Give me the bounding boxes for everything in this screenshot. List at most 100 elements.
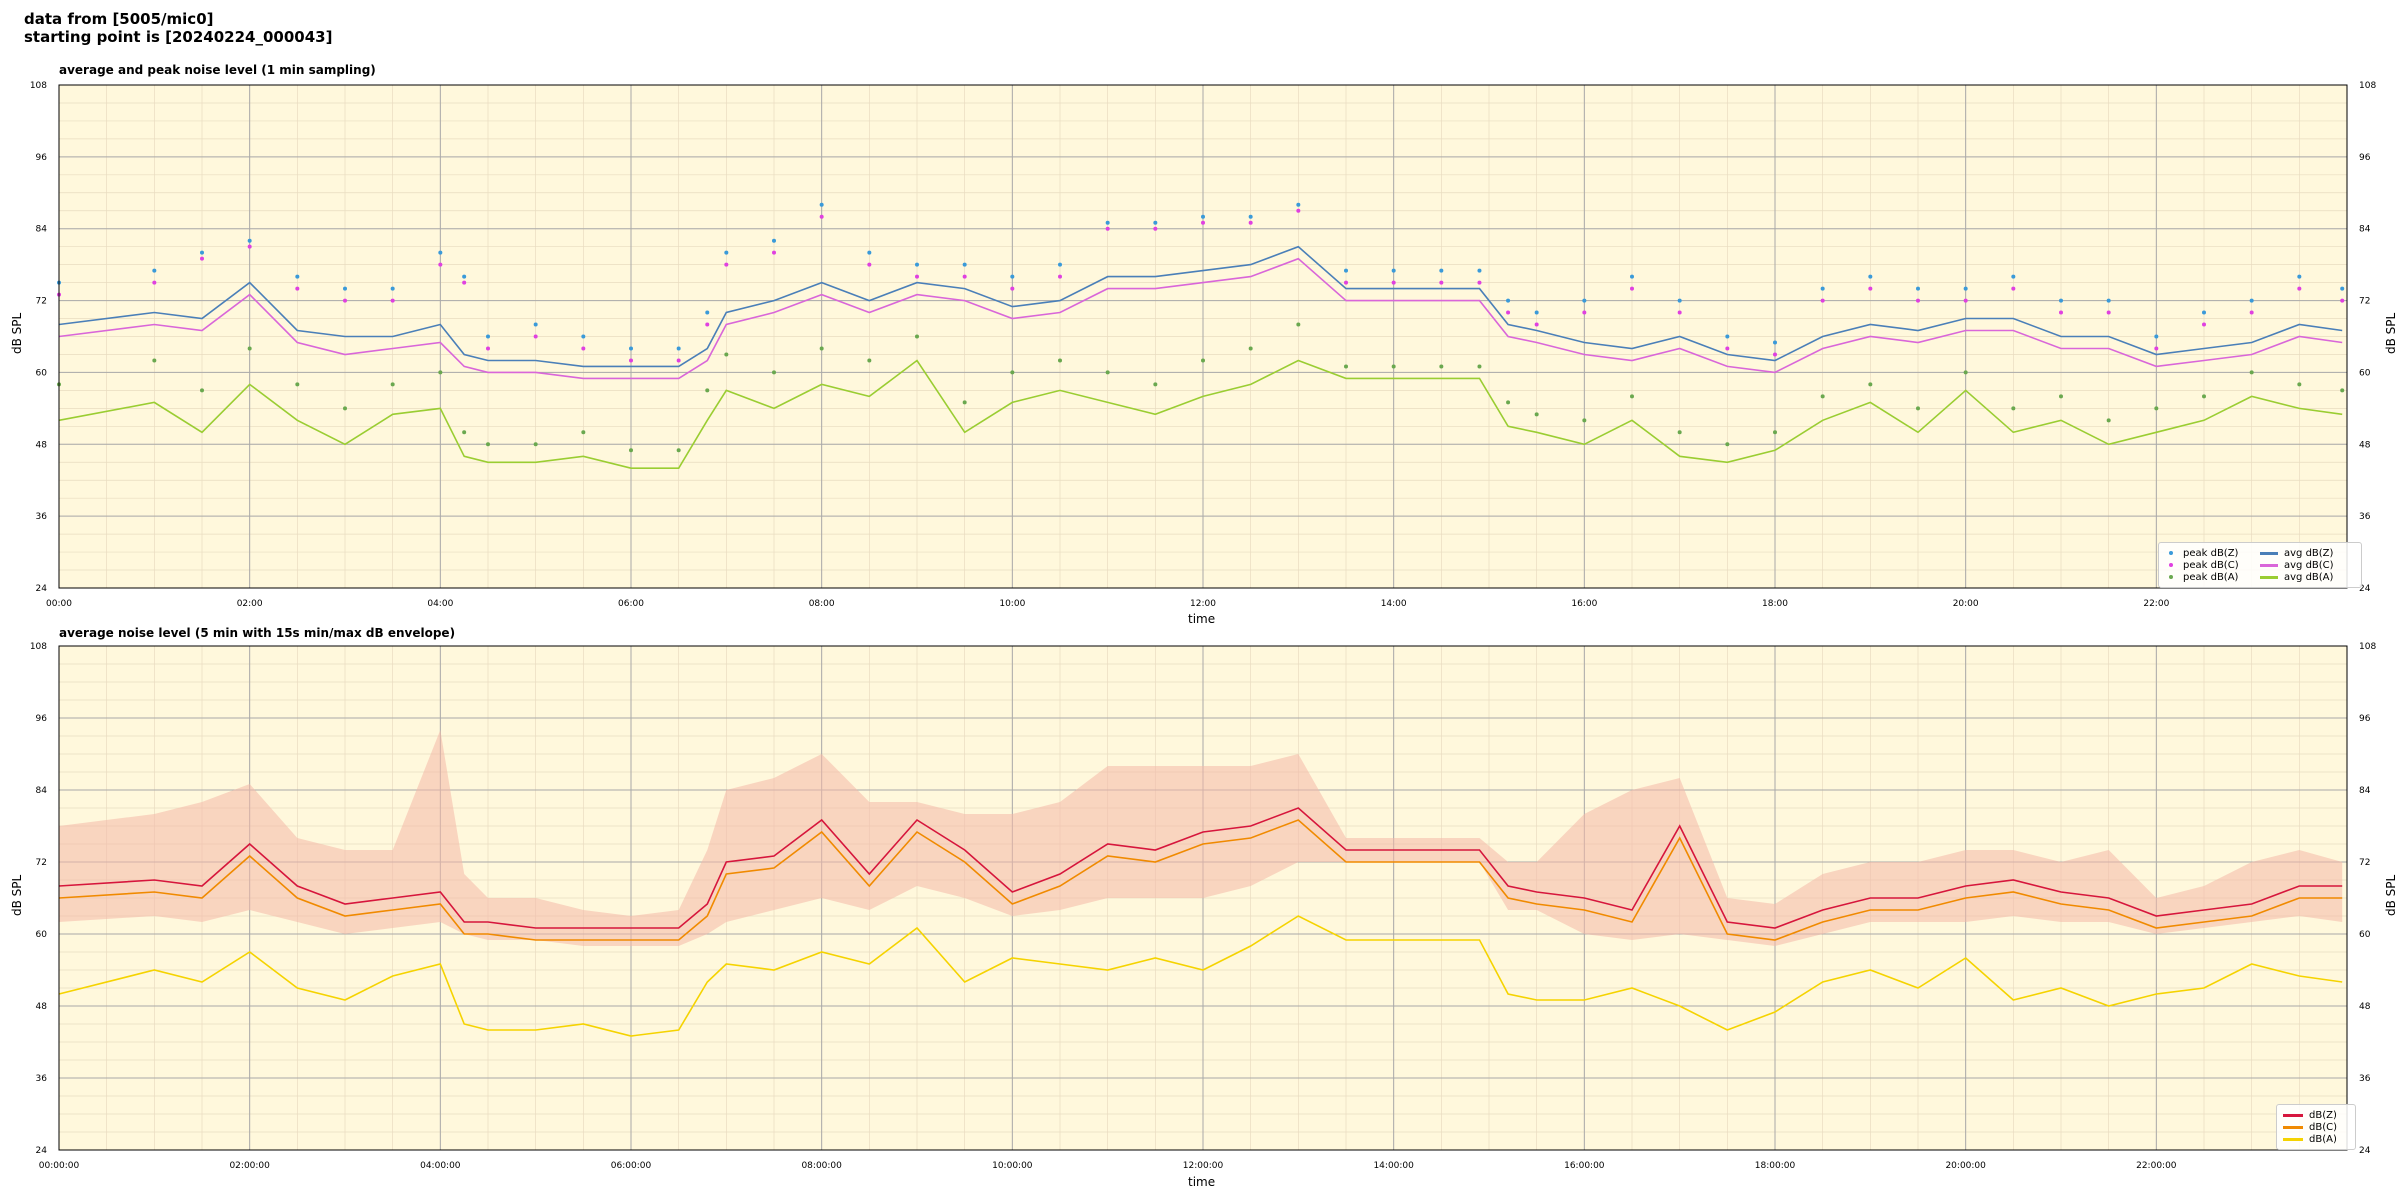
chart2-frame: [58, 645, 2348, 1151]
chart2-xtick-label: 16:00:00: [1564, 1161, 1605, 1171]
chart1-series-peak-db-c-point: [1534, 322, 1539, 327]
chart2-ytick-label-right: 72: [2359, 858, 2370, 868]
chart2-series-db-c-line: [58, 819, 2343, 941]
chart1-xlabel: time: [1188, 612, 1216, 626]
chart1-series-peak-db-a-point: [1010, 370, 1015, 375]
chart2-ytick-label: 108: [30, 642, 47, 652]
legend-line: [2283, 1113, 2303, 1117]
chart2-legend: dB(Z) dB(C) dB(A): [2276, 1104, 2356, 1150]
chart1-series-peak-db-c-point: [2297, 286, 2302, 291]
chart1-series-peak-db-c-point: [915, 274, 919, 279]
legend-label: dB(C): [2309, 1121, 2337, 1133]
chart1-series-peak-db-c-point: [1477, 280, 1482, 285]
legend-avg-c: avg dB(C): [2260, 559, 2355, 571]
chart1-series-peak-db-c-point: [1153, 226, 1158, 231]
chart2-xtick-label: 02:00:00: [229, 1161, 270, 1171]
chart1-series-peak-db-c-point: [629, 358, 633, 363]
chart1-series-peak-db-z-point: [915, 262, 919, 267]
chart1-xtick-label: 16:00: [1571, 599, 1597, 609]
chart1-series-peak-db-z-point: [200, 250, 204, 255]
chart1-series-peak-db-c-point: [1630, 286, 1634, 291]
chart1-series-peak-db-c-point: [2202, 322, 2206, 327]
chart1-series-peak-db-z-point: [390, 286, 395, 291]
chart1-series-peak-db-c-point: [1296, 208, 1301, 213]
chart1-series-peak-db-a-point: [1477, 364, 1482, 369]
chart1-series-peak-db-z-point: [1582, 298, 1587, 303]
chart1-series-peak-db-c-point: [1868, 286, 1873, 291]
legend-label: peak dB(Z): [2183, 547, 2239, 559]
chart1-ytick-label: 96: [36, 153, 48, 163]
legend-dbc: dB(C): [2283, 1121, 2349, 1133]
header-source: data from [5005/mic0]: [24, 10, 214, 28]
chart1-series-peak-db-a-point: [2340, 388, 2345, 393]
chart1-series-peak-db-c-point: [1391, 280, 1396, 285]
legend-line: [2260, 551, 2278, 555]
chart1-series-peak-db-z-point: [1477, 268, 1482, 273]
chart1-ytick-label-right: 36: [2359, 512, 2371, 522]
chart1-series-peak-db-c-point: [1105, 226, 1110, 231]
chart1-ytick-label-right: 72: [2359, 297, 2370, 307]
chart1-series-peak-db-z-point: [962, 262, 967, 267]
chart1-series-peak-db-a-point: [581, 430, 586, 435]
chart1-series-peak-db-a-point: [1153, 382, 1158, 387]
chart1-ytick-label: 84: [36, 225, 48, 235]
chart1-series-peak-db-c-point: [2059, 310, 2063, 315]
chart1-series-peak-db-z-point: [1630, 274, 1634, 279]
chart1-series-peak-db-z-point: [705, 310, 710, 315]
chart2-title: average noise level (5 min with 15s min/…: [59, 626, 456, 640]
chart1-series-peak-db-a-point: [1725, 442, 1730, 447]
chart1-series-peak-db-z-point: [581, 334, 586, 339]
chart1-series-peak-db-a-point: [1439, 364, 1444, 369]
chart1-ytick-label-right: 60: [2359, 368, 2371, 378]
chart1-ytick-label: 48: [36, 440, 48, 450]
chart1-xtick-label: 10:00: [999, 599, 1025, 609]
chart1-series-peak-db-z-point: [152, 268, 157, 273]
chart1-series-peak-db-z-point: [819, 202, 824, 207]
chart1-series-peak-db-a-point: [1391, 364, 1396, 369]
chart1-series-peak-db-a-point: [1582, 418, 1587, 423]
chart1-xtick-label: 08:00: [809, 599, 835, 609]
chart1-series-peak-db-c-point: [676, 358, 681, 363]
page-header: data from [5005/mic0] starting point is …: [24, 10, 332, 46]
chart1-xtick-label: 12:00: [1190, 599, 1216, 609]
chart1-series-peak-db-z-point: [1153, 220, 1158, 225]
chart1-series-peak-db-c-point: [1677, 310, 1682, 315]
chart1-series-peak-db-z-point: [2297, 274, 2302, 279]
chart1-series-peak-db-c-point: [2154, 346, 2159, 351]
chart2-xtick-label: 12:00:00: [1183, 1161, 1224, 1171]
chart1-series-peak-db-c-point: [1506, 310, 1511, 315]
chart2-xtick-label: 04:00:00: [420, 1161, 461, 1171]
chart2-envelope-band: [59, 730, 2343, 946]
chart1-series-peak-db-z-point: [2340, 286, 2345, 291]
chart1-series-peak-db-z-point: [2202, 310, 2206, 315]
legend-avg-z: avg dB(Z): [2260, 547, 2355, 559]
chart1-series-peak-db-c-point: [2249, 310, 2254, 315]
chart1-series-peak-db-z-point: [1248, 214, 1253, 219]
chart1-series-peak-db-a-point: [486, 442, 490, 447]
chart1-series-peak-db-z-point: [1201, 214, 1205, 219]
chart2-ytick-label: 36: [36, 1074, 48, 1084]
chart1-series-peak-db-z-point: [247, 238, 252, 243]
chart1-xtick-label: 04:00: [427, 599, 453, 609]
chart1-series-peak-db-z-point: [486, 334, 490, 339]
chart2-ytick-label: 72: [36, 858, 47, 868]
chart1-series-peak-db-a-point: [2202, 394, 2206, 399]
chart1-series-peak-db-z-point: [1296, 202, 1301, 207]
chart1-xtick-label: 20:00: [1953, 599, 1979, 609]
chart1-series-peak-db-a-point: [629, 448, 633, 453]
legend-line: [2260, 575, 2278, 579]
chart1-ytick-label-right: 96: [2359, 153, 2371, 163]
chart1-series-peak-db-a-point: [1296, 322, 1301, 327]
chart1-series-peak-db-c-point: [2011, 286, 2016, 291]
chart1-ytick-label-right: 48: [2359, 440, 2371, 450]
chart1-series-peak-db-z-point: [1506, 298, 1511, 303]
chart2-xtick-label: 22:00:00: [2136, 1161, 2177, 1171]
chart2-ytick-label: 84: [36, 786, 48, 796]
chart1-series-peak-db-z-point: [2106, 298, 2111, 303]
chart1-series-peak-db-c-point: [772, 250, 776, 255]
chart1-ytick-label: 72: [36, 297, 47, 307]
chart1-series-peak-db-c-point: [1916, 298, 1920, 303]
legend-line: [2260, 563, 2278, 567]
chart1-series-avg-db-c-line: [58, 257, 2343, 380]
legend-label: avg dB(A): [2284, 571, 2334, 583]
